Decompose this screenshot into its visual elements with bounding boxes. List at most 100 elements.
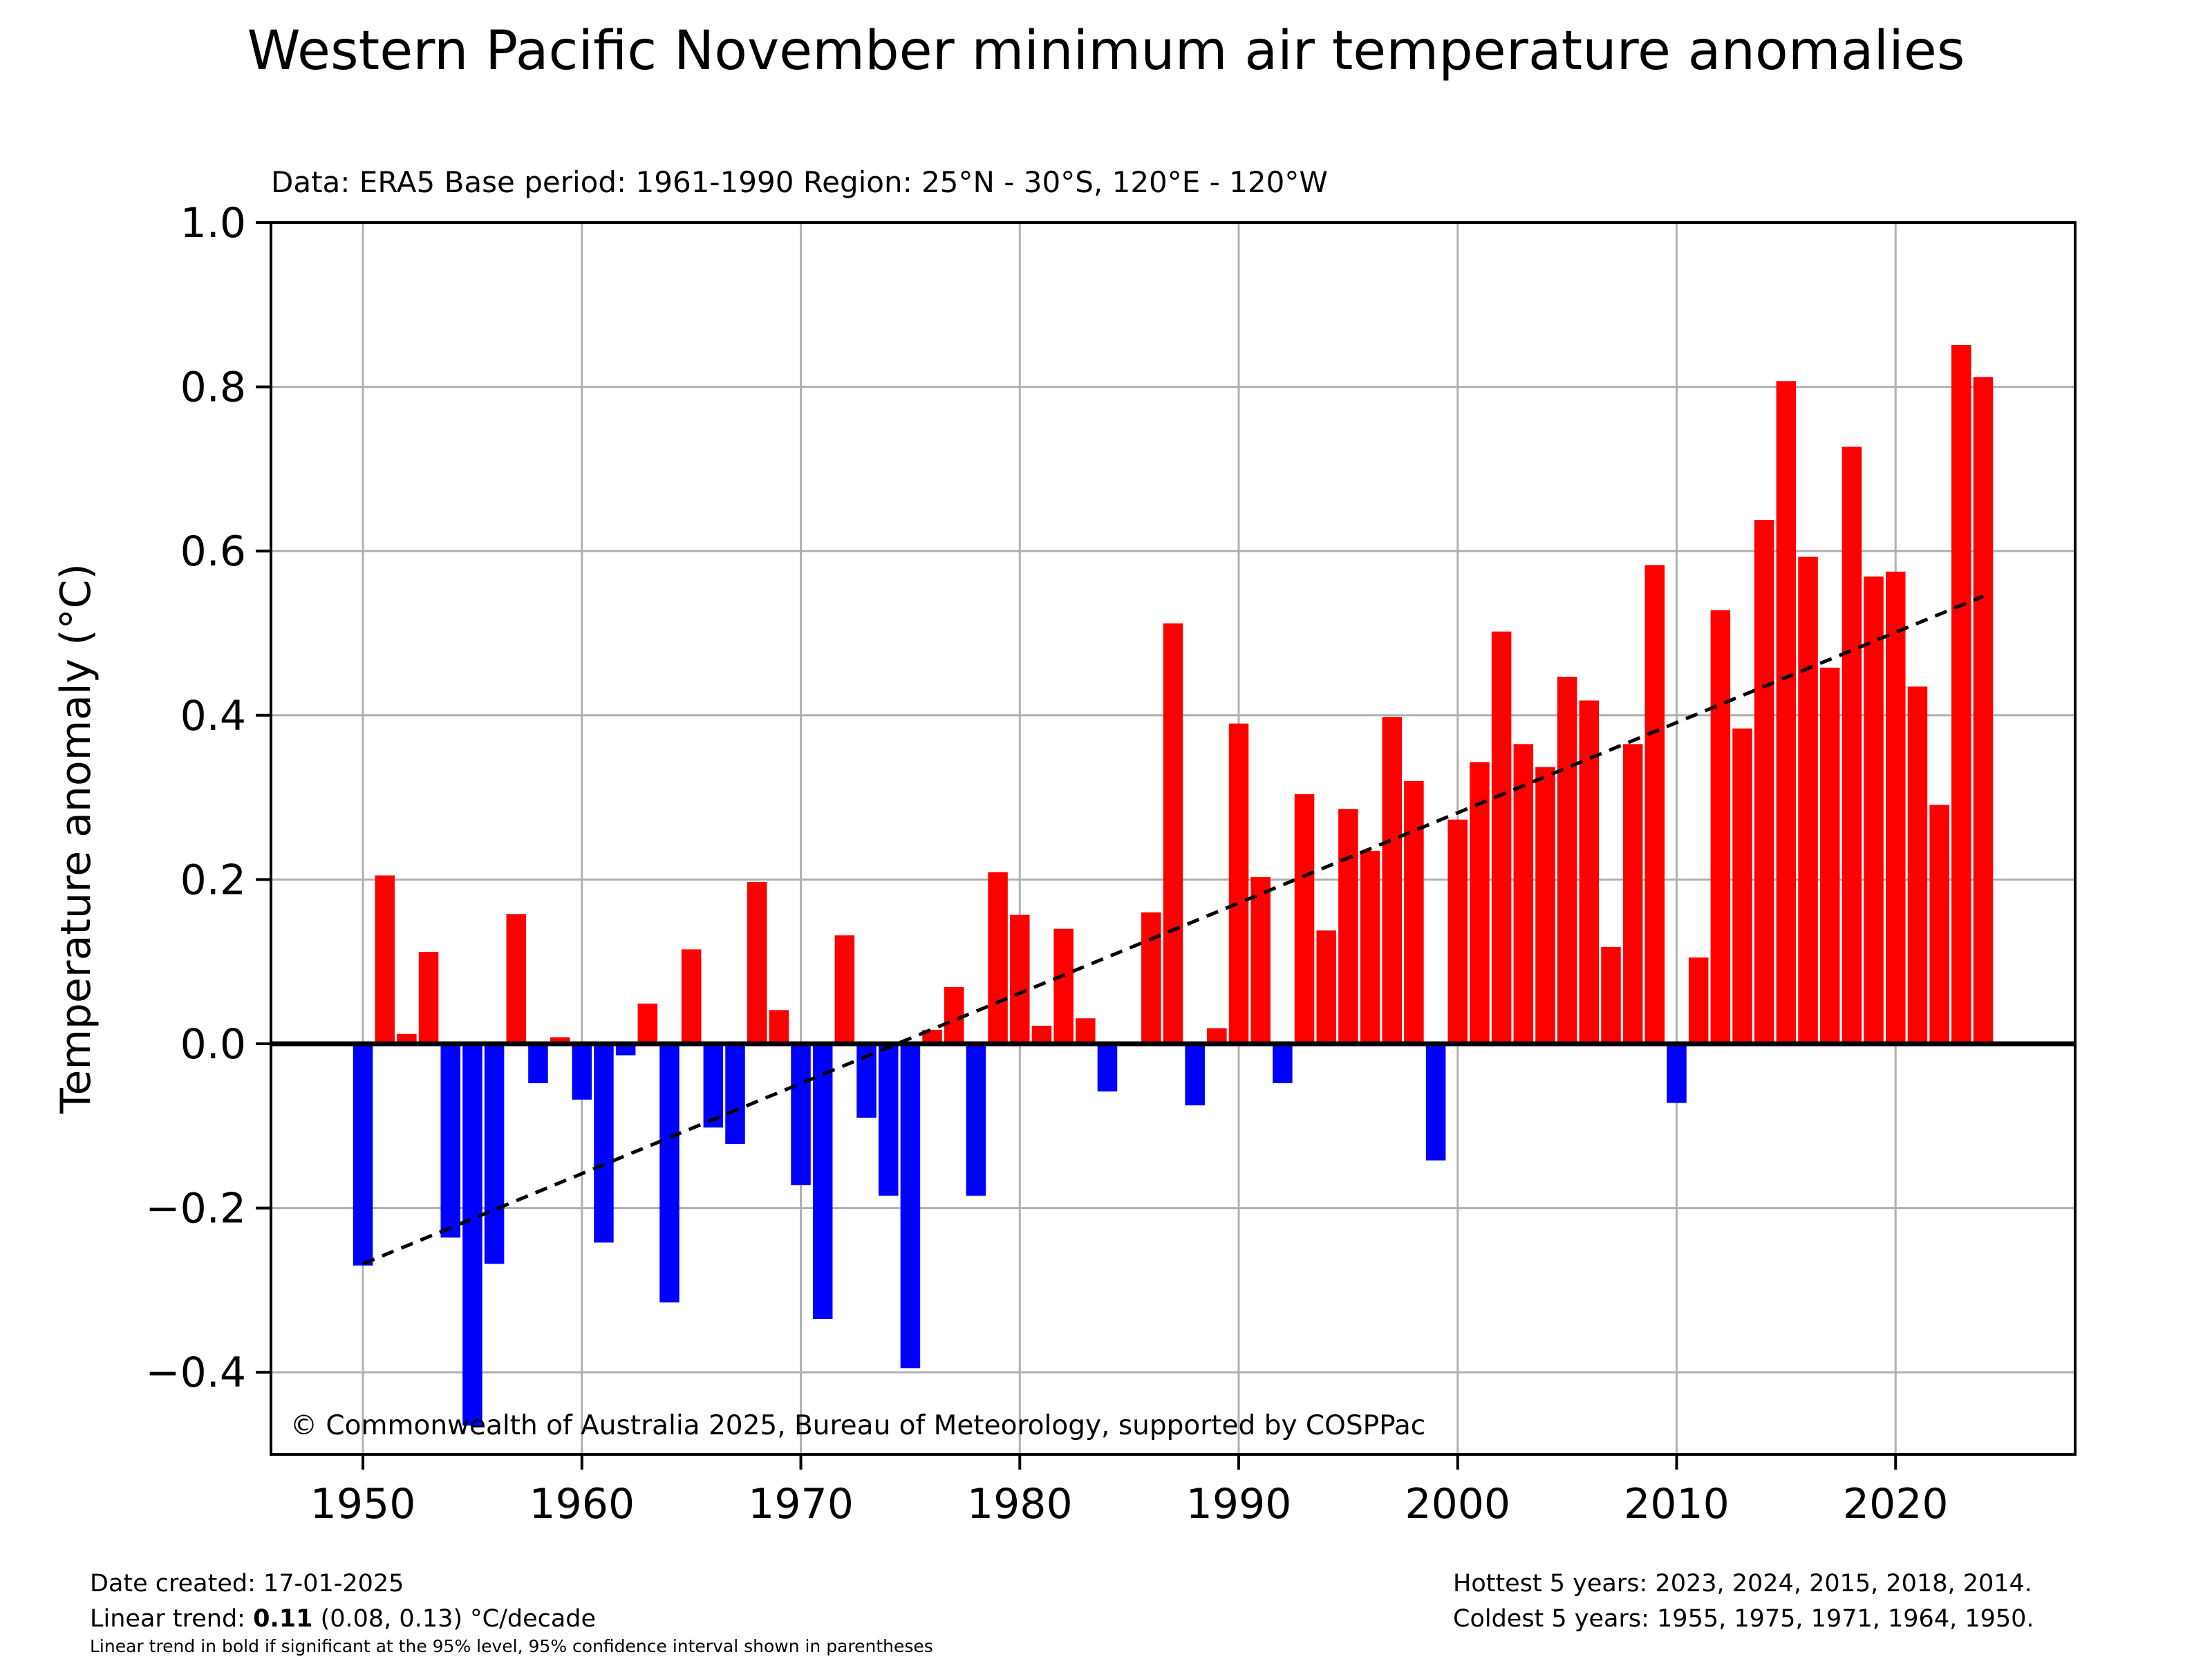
chart-subtitle: Data: ERA5 Base period: 1961-1990 Region… [271, 165, 1328, 199]
y-tick-label: 0.6 [180, 527, 246, 576]
bar-1977 [944, 987, 964, 1044]
bar-1987 [1163, 623, 1183, 1044]
bar-1962 [615, 1044, 636, 1056]
bar-2000 [1447, 819, 1468, 1044]
bar-1960 [572, 1044, 592, 1100]
y-tick-label: 1.0 [180, 199, 246, 247]
bar-2004 [1535, 767, 1555, 1044]
bar-2015 [1776, 381, 1797, 1044]
bar-1969 [769, 1010, 789, 1044]
bar-2001 [1470, 762, 1490, 1044]
linear-trend-interval: (0.08, 0.13) °C/decade [312, 1605, 596, 1633]
bar-2017 [1819, 667, 1840, 1044]
bar-1975 [900, 1044, 921, 1369]
bar-1990 [1228, 723, 1249, 1044]
bar-1972 [834, 935, 855, 1044]
bar-2011 [1688, 957, 1709, 1044]
bar-1950 [353, 1044, 373, 1266]
date-created: Date created: 17-01-2025 [90, 1570, 404, 1597]
y-tick-label: 0.0 [180, 1020, 246, 1069]
bar-2019 [1864, 577, 1884, 1044]
bar-1954 [440, 1044, 460, 1238]
bar-1996 [1360, 850, 1380, 1044]
bar-1967 [725, 1044, 745, 1144]
bar-1992 [1273, 1044, 1293, 1084]
bar-2002 [1491, 631, 1512, 1044]
bar-2009 [1644, 565, 1665, 1044]
bar-2020 [1886, 571, 1906, 1044]
bar-1974 [878, 1044, 899, 1196]
x-tick-label: 1950 [310, 1480, 416, 1528]
bar-2014 [1754, 520, 1774, 1044]
bar-2016 [1798, 556, 1818, 1044]
trend-note: Linear trend in bold if significant at t… [90, 1636, 933, 1656]
coldest-years: Coldest 5 years: 1955, 1975, 1971, 1964,… [1453, 1605, 2034, 1633]
bar-1991 [1250, 877, 1271, 1044]
bar-2022 [1929, 805, 1949, 1044]
linear-trend-prefix: Linear trend: [90, 1605, 253, 1633]
bar-1952 [397, 1033, 417, 1044]
bar-2005 [1557, 676, 1577, 1044]
linear-trend-value: 0.11 [253, 1605, 312, 1633]
bar-1951 [375, 875, 395, 1044]
x-axis: 1950 1960 1970 1980 1990 2000 2010 2020 [310, 1454, 1949, 1528]
bar-1981 [1031, 1025, 1052, 1044]
bar-1958 [528, 1044, 548, 1084]
bar-2013 [1732, 728, 1752, 1044]
bar-1978 [966, 1044, 986, 1196]
bar-1994 [1316, 930, 1336, 1044]
bar-2003 [1513, 744, 1534, 1044]
bar-1959 [550, 1037, 570, 1044]
bar-1984 [1097, 1044, 1118, 1091]
bar-2006 [1579, 700, 1600, 1044]
linear-trend: Linear trend: 0.11 (0.08, 0.13) °C/decad… [90, 1605, 596, 1633]
bar-2023 [1951, 345, 1971, 1044]
bar-1965 [681, 949, 702, 1044]
bar-1966 [703, 1044, 724, 1128]
x-tick-label: 2020 [1843, 1480, 1949, 1528]
y-tick-label: 0.8 [180, 364, 246, 412]
bar-2024 [1973, 377, 1994, 1044]
y-axis: −0.4 −0.2 0.0 0.2 0.4 0.6 0.8 1.0 [145, 199, 271, 1397]
x-tick-label: 2000 [1405, 1480, 1510, 1528]
bar-1970 [791, 1044, 811, 1185]
plot-frame [270, 221, 2077, 1456]
bar-1953 [418, 951, 439, 1044]
x-tick-label: 1980 [967, 1480, 1073, 1528]
bar-1963 [637, 1003, 658, 1044]
bars-layer [353, 345, 1994, 1426]
bar-1956 [484, 1044, 505, 1264]
bar-1995 [1338, 809, 1358, 1044]
x-tick-label: 1990 [1186, 1480, 1292, 1528]
y-tick-label: 0.2 [180, 856, 246, 904]
x-tick-label: 1960 [529, 1480, 635, 1528]
bar-2008 [1622, 744, 1643, 1044]
bar-2007 [1601, 946, 1621, 1044]
bar-2012 [1710, 610, 1731, 1044]
bar-1957 [506, 914, 527, 1044]
hottest-years: Hottest 5 years: 2023, 2024, 2015, 2018,… [1453, 1570, 2032, 1597]
y-tick-label: 0.4 [180, 692, 246, 740]
y-tick-label: −0.2 [145, 1185, 246, 1233]
bar-1976 [922, 1029, 942, 1044]
bar-1968 [747, 881, 767, 1044]
bar-1989 [1207, 1028, 1227, 1044]
bar-1955 [462, 1044, 482, 1426]
bar-2021 [1907, 686, 1928, 1044]
chart-title: Western Pacific November minimum air tem… [247, 20, 1965, 82]
trend-line [362, 594, 1984, 1266]
bar-1998 [1404, 780, 1424, 1044]
bar-2010 [1667, 1044, 1687, 1103]
bar-1986 [1141, 912, 1161, 1044]
bar-1983 [1076, 1018, 1096, 1044]
bar-1999 [1425, 1044, 1446, 1161]
bar-1997 [1382, 717, 1403, 1044]
copyright-annotation: © Commonwealth of Australia 2025, Bureau… [290, 1410, 1425, 1441]
bar-1961 [594, 1044, 614, 1243]
y-axis-label: Temperature anomaly (°C) [52, 563, 100, 1114]
x-tick-label: 1970 [748, 1480, 854, 1528]
bar-1993 [1294, 794, 1315, 1044]
bar-1979 [988, 872, 1008, 1044]
bar-1988 [1185, 1044, 1205, 1106]
